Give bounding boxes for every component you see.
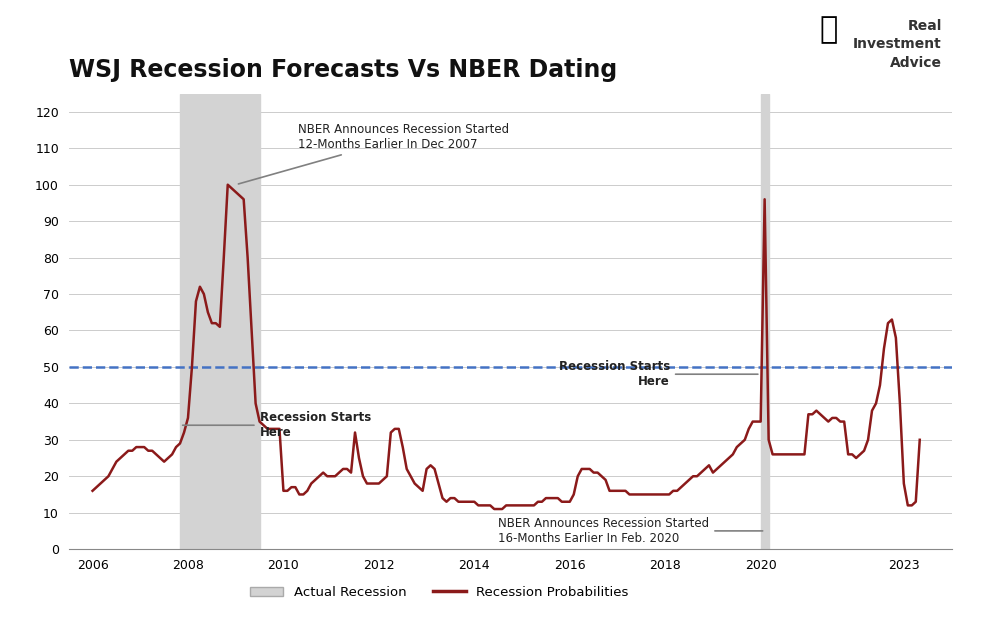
Text: Recession Starts
Here: Recession Starts Here: [182, 411, 371, 439]
Text: NBER Announces Recession Started
12-Months Earlier In Dec 2007: NBER Announces Recession Started 12-Mont…: [238, 124, 509, 184]
Text: 🦅: 🦅: [820, 16, 838, 44]
Bar: [180, 94, 260, 549]
Bar: [760, 94, 769, 549]
Text: Real
Investment
Advice: Real Investment Advice: [853, 19, 942, 69]
Legend: Actual Recession, Recession Probabilities: Actual Recession, Recession Probabilitie…: [245, 580, 634, 604]
Text: WSJ Recession Forecasts Vs NBER Dating: WSJ Recession Forecasts Vs NBER Dating: [69, 58, 617, 82]
Text: NBER Announces Recession Started
16-Months Earlier In Feb. 2020: NBER Announces Recession Started 16-Mont…: [498, 517, 762, 545]
Text: Recession Starts
Here: Recession Starts Here: [559, 360, 758, 388]
